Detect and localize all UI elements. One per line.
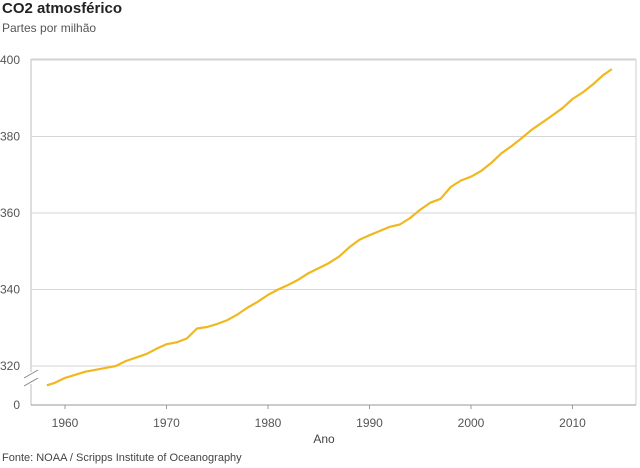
co2-data-point	[399, 223, 401, 226]
x-tick-label: 1960	[52, 416, 79, 430]
co2-data-point	[429, 201, 432, 204]
y-tick-label: 400	[0, 53, 20, 67]
co2-data-point	[571, 98, 574, 100]
co2-data-point	[246, 306, 249, 309]
chart-subtitle: Partes por milhão	[2, 21, 97, 35]
co2-data-point	[409, 217, 411, 219]
co2-data-point	[449, 186, 452, 188]
tick-layer: 0 320 340 360 380 400 1960 1970 1980 1990 2000 2010	[0, 53, 586, 430]
co2-data-point	[165, 343, 168, 346]
y-tick-label: 360	[0, 206, 20, 220]
co2-data-point	[267, 294, 269, 296]
co2-data-point	[419, 208, 422, 211]
co2-data-point	[277, 288, 279, 291]
co2-data-point	[216, 323, 219, 325]
co2-data-point	[348, 246, 351, 249]
co2-data-point	[125, 360, 127, 362]
co2-data-point	[84, 370, 87, 373]
co2-data-point	[610, 68, 612, 71]
x-tick-label: 1980	[255, 416, 282, 430]
co2-data-point	[328, 262, 330, 264]
co2-data-point	[490, 162, 493, 164]
co2-data-point	[581, 91, 584, 94]
axis-break-mark	[23, 369, 39, 379]
co2-data-point	[470, 175, 472, 178]
co2-data-point	[318, 267, 320, 269]
co2-series-line	[46, 68, 613, 387]
co2-data-point	[389, 226, 391, 228]
y-tick-label: 340	[0, 283, 20, 297]
co2-data-point	[226, 319, 229, 321]
co2-data-point	[54, 382, 56, 384]
co2-data-point	[439, 198, 442, 200]
y-tick-label: 320	[0, 359, 20, 373]
co2-data-point	[196, 327, 198, 330]
source-note: Fonte: NOAA / Scripps Institute of Ocean…	[2, 452, 242, 464]
co2-data-point	[155, 348, 158, 350]
axis-break-mark	[23, 377, 39, 387]
co2-data-point	[206, 326, 208, 328]
co2-data-point	[104, 367, 107, 369]
co2-data-point	[602, 74, 604, 77]
co2-data-point	[297, 278, 300, 281]
co2-data-point	[531, 128, 533, 131]
co2-data-point	[521, 137, 523, 139]
co2-data-point	[64, 377, 66, 379]
co2-data-point	[592, 83, 594, 86]
line-layer	[46, 68, 613, 387]
co2-data-point	[135, 356, 137, 359]
co2-data-point	[368, 234, 371, 236]
x-tick-label: 1970	[153, 416, 180, 430]
co2-data-point	[480, 170, 483, 172]
co2-data-point	[74, 374, 76, 376]
co2-data-point	[115, 365, 117, 367]
co2-data-point	[510, 145, 513, 147]
x-tick-label: 2010	[559, 416, 586, 430]
co2-data-point	[186, 337, 188, 340]
co2-data-point	[500, 152, 503, 155]
co2-data-point	[460, 179, 462, 182]
co2-data-point	[145, 353, 147, 355]
co2-data-point	[338, 255, 340, 258]
co2-data-point	[46, 384, 49, 386]
x-axis-label: Ano	[313, 432, 335, 446]
y-tick-label: 380	[0, 130, 20, 144]
co2-data-point	[307, 272, 310, 274]
co2-data-point	[94, 369, 97, 371]
co2-data-point	[378, 230, 381, 232]
y-tick-label: 0	[13, 398, 20, 412]
co2-data-point	[236, 313, 239, 316]
co2-data-point	[561, 107, 564, 109]
co2-data-point	[358, 239, 361, 241]
co2-data-point	[287, 284, 290, 286]
grid-layer	[23, 58, 637, 409]
co2-data-point	[175, 341, 178, 344]
co2-data-point	[257, 300, 259, 303]
co2-data-point	[541, 121, 543, 124]
co2-data-point	[551, 114, 553, 117]
chart-title: CO2 atmosférico	[2, 0, 123, 17]
x-tick-label: 1990	[356, 416, 383, 430]
x-tick-label: 2000	[458, 416, 485, 430]
